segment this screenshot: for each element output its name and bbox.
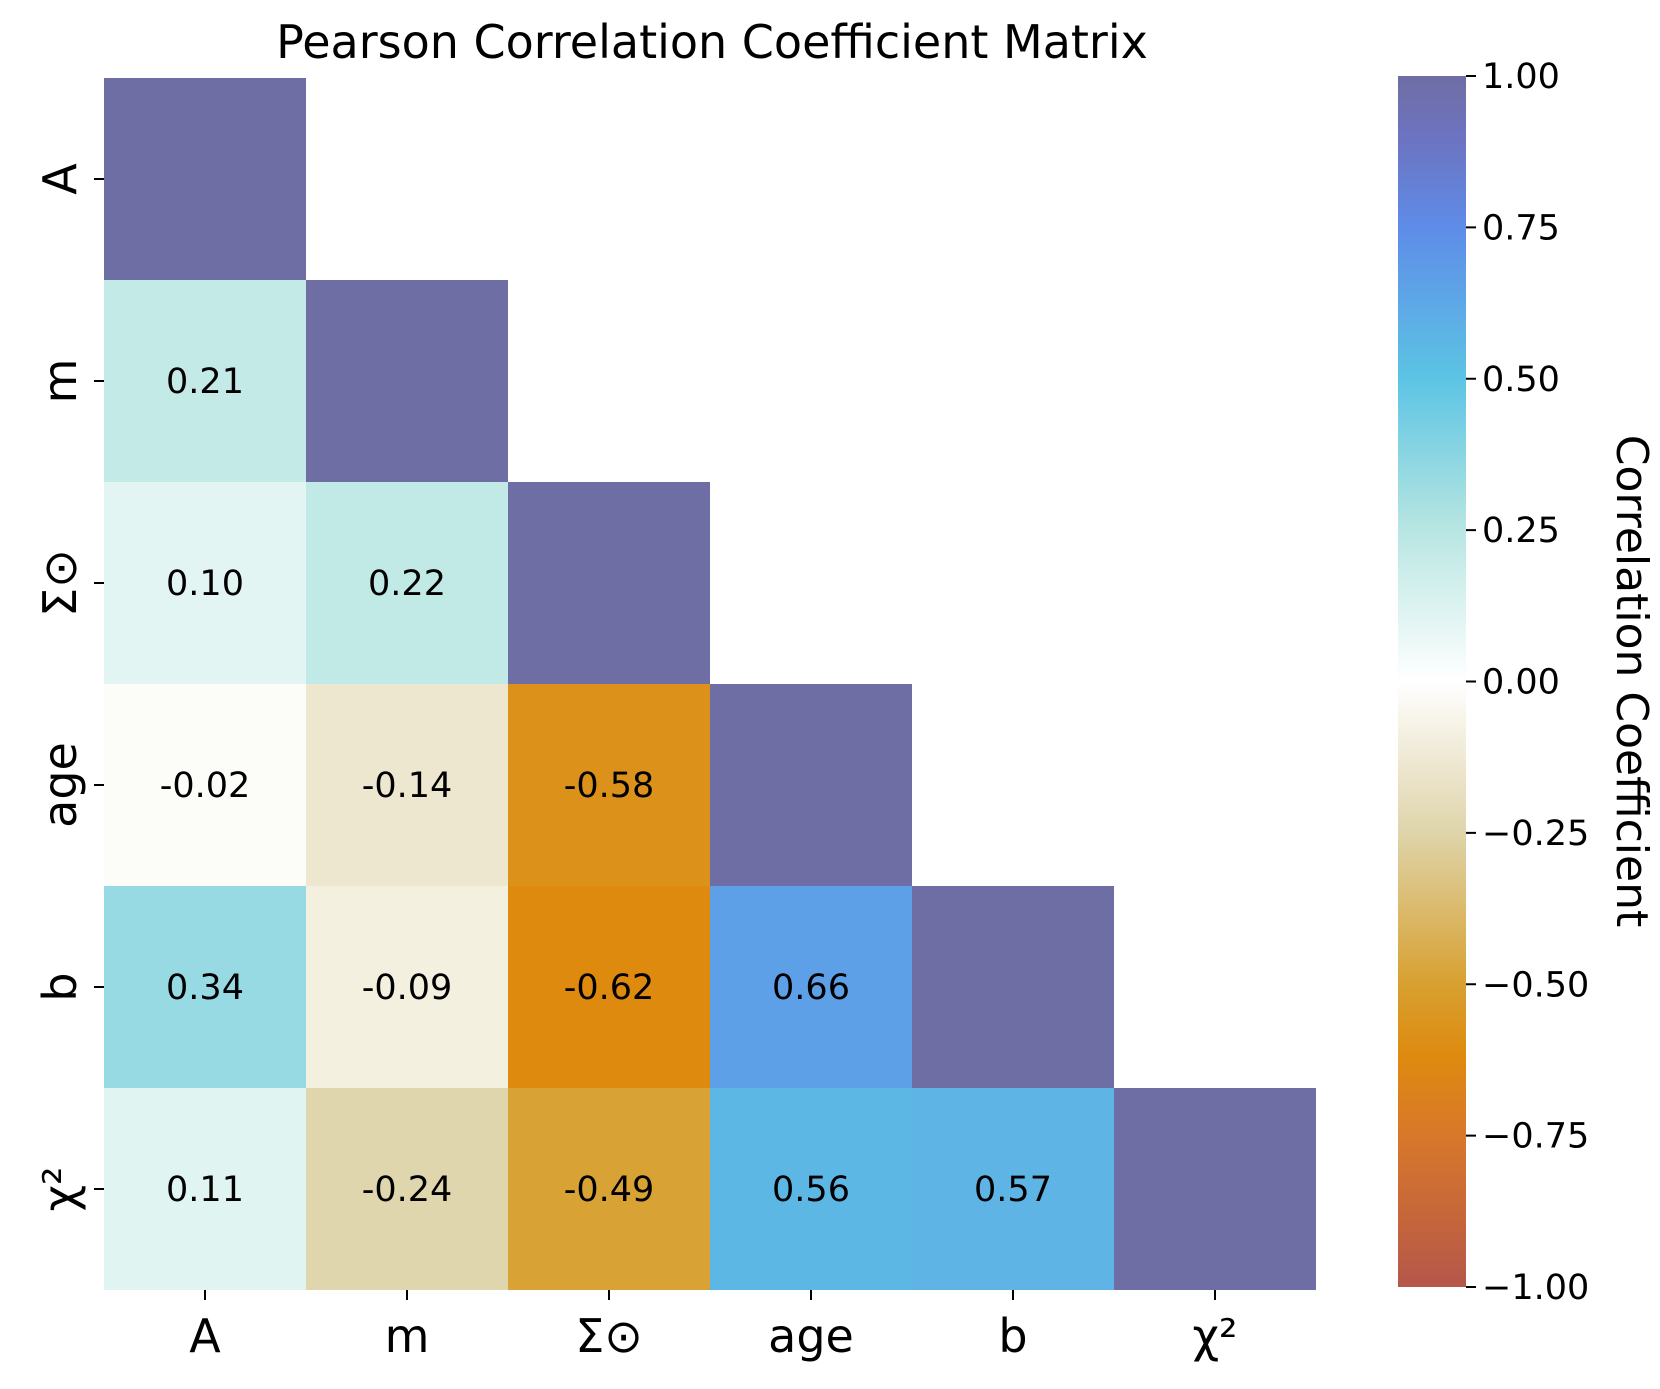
cell-value-label: 0.57 — [974, 1170, 1052, 1210]
heatmap-cell — [306, 1088, 508, 1290]
heatmap-cell — [508, 684, 710, 886]
heatmap-cell — [710, 886, 912, 1088]
cell-value-label: -0.09 — [362, 968, 453, 1008]
y-tick-label: Σ⊙ — [33, 549, 87, 617]
cell-value-label: 0.10 — [166, 564, 244, 604]
x-tick-label: A — [189, 1309, 221, 1363]
cell-value-label: 0.56 — [772, 1170, 850, 1210]
colorbar-tick-label: −1.00 — [1482, 1268, 1589, 1308]
x-tick-label: m — [385, 1309, 430, 1363]
chart-title: Pearson Correlation Coefficient Matrix — [276, 15, 1148, 69]
cell-value-label: 0.22 — [368, 564, 446, 604]
heatmap-cell — [710, 1088, 912, 1290]
heatmap-cell — [1114, 1088, 1316, 1290]
heatmap-cell — [508, 482, 710, 684]
y-axis: Am Σ⊙ age b χ² — [33, 163, 104, 1212]
x-tick-label: χ² — [1192, 1309, 1237, 1363]
cell-annotations: 0.21 0.10 0.22 -0.02 -0.14 -0.58 0.34 -0.09 -0.6… — [160, 362, 1052, 1210]
y-tick-label: b — [33, 972, 87, 1001]
cell-value-label: -0.49 — [564, 1170, 655, 1210]
heatmap-cell — [710, 684, 912, 886]
heatmap-cell — [104, 482, 306, 684]
x-tick-label: age — [768, 1309, 854, 1363]
heatmap-cell — [104, 886, 306, 1088]
cell-value-label: 0.34 — [166, 968, 244, 1008]
colorbar-tick-label: 0.00 — [1482, 663, 1560, 703]
colorbar-tick-label: 0.50 — [1482, 360, 1560, 400]
heatmap-cell — [104, 1088, 306, 1290]
y-tick-label: m — [33, 359, 87, 404]
colorbar — [1398, 76, 1466, 1287]
colorbar-tick-label: 0.75 — [1482, 208, 1560, 248]
cell-value-label: -0.02 — [160, 766, 251, 806]
y-tick-label: A — [33, 163, 87, 195]
x-tick-label: b — [998, 1309, 1027, 1363]
heatmap-cell — [306, 684, 508, 886]
colorbar-tick-label: 0.25 — [1482, 511, 1560, 551]
y-tick-label: age — [33, 742, 87, 828]
cell-value-label: 0.66 — [772, 968, 850, 1008]
cell-value-label: -0.62 — [564, 968, 655, 1008]
cell-value-label: 0.11 — [166, 1170, 244, 1210]
heatmap-cells — [104, 78, 1316, 1290]
colorbar-label: Correlation Coefficient — [1606, 435, 1657, 928]
heatmap-cell — [912, 1088, 1114, 1290]
heatmap-cell — [306, 482, 508, 684]
heatmap-cell — [104, 78, 306, 280]
colorbar-tick-label: 1.00 — [1482, 57, 1560, 97]
x-tick-label: Σ⊙ — [575, 1309, 643, 1363]
y-tick-label: χ² — [33, 1166, 87, 1211]
heatmap-cell — [104, 280, 306, 482]
cell-value-label: 0.21 — [166, 362, 244, 402]
cell-value-label: -0.24 — [362, 1170, 453, 1210]
colorbar-tick-label: −0.50 — [1482, 965, 1589, 1005]
heatmap-cell — [912, 886, 1114, 1088]
cell-value-label: -0.14 — [362, 766, 453, 806]
heatmap-cell — [306, 280, 508, 482]
heatmap-cell — [508, 886, 710, 1088]
heatmap-cell — [306, 886, 508, 1088]
heatmap-cell — [508, 1088, 710, 1290]
heatmap-cell — [104, 684, 306, 886]
colorbar-ticks: 1.00 0.75 0.50 0.25 0.00 −0.25 −0.50 −0.75 −1.00 — [1466, 57, 1589, 1308]
colorbar-tick-label: −0.75 — [1482, 1117, 1589, 1157]
colorbar-gradient — [1398, 76, 1466, 1287]
colorbar-tick-label: −0.25 — [1482, 814, 1589, 854]
cell-value-label: -0.58 — [564, 766, 655, 806]
